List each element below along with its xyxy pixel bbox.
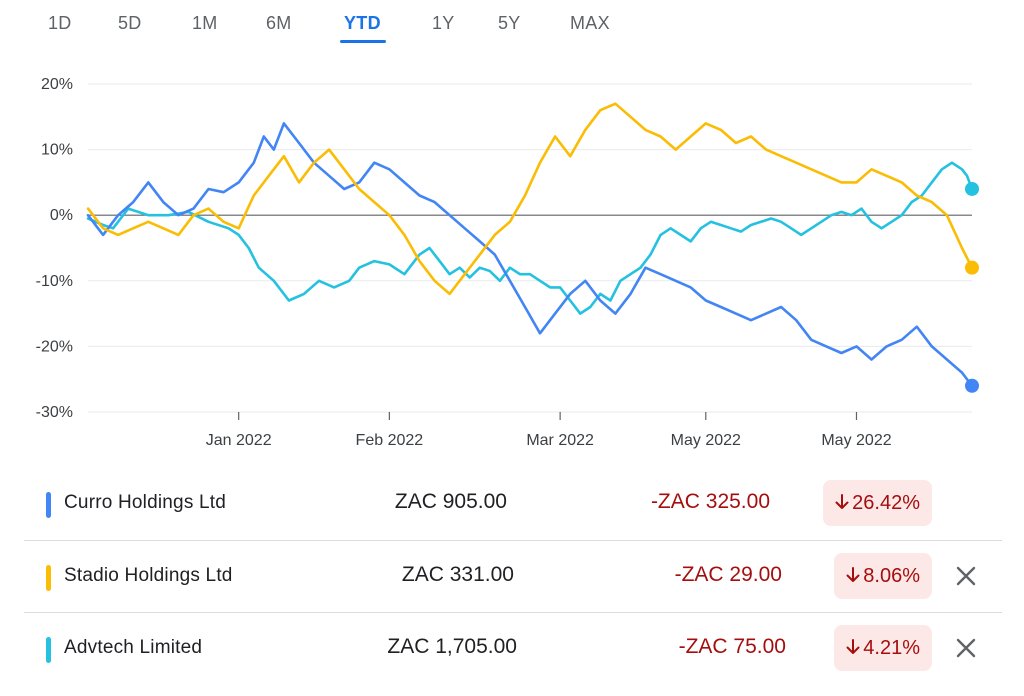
price-change: -ZAC 29.00 <box>674 563 782 586</box>
series-line-advtech <box>86 161 974 315</box>
x-tick-label: May 2022 <box>821 432 891 449</box>
current-price: ZAC 905.00 <box>394 490 507 513</box>
comparison-chart: 20% 10% 0% -10% -20% -30% Jan 2022 Feb 2022 Mar … <box>36 76 979 449</box>
y-tick-label: -20% <box>36 338 73 355</box>
percent-change-value: 8.06% <box>863 565 920 587</box>
series-color-swatch <box>46 565 51 591</box>
y-tick-label: 20% <box>41 76 73 93</box>
active-tab-indicator <box>340 40 386 43</box>
x-tick-label: Jan 2022 <box>206 432 272 449</box>
percent-change-badge: 4.21% <box>834 625 932 671</box>
x-tick-label: Mar 2022 <box>526 432 594 449</box>
current-price: ZAC 1,705.00 <box>387 635 517 658</box>
company-name[interactable]: Curro Holdings Ltd <box>64 492 227 513</box>
close-icon[interactable] <box>953 563 979 589</box>
tab-6m[interactable]: 6M <box>266 13 292 33</box>
tab-1m[interactable]: 1M <box>192 13 218 33</box>
percent-change-badge: 8.06% <box>834 553 932 599</box>
tab-5y[interactable]: 5Y <box>498 13 521 33</box>
percent-change-value: 26.42% <box>852 492 920 514</box>
series-end-marker-curro <box>965 378 979 393</box>
quote-row-advtech[interactable]: Advtech Limited ZAC 1,705.00 -ZAC 75.00 4.2… <box>24 612 1002 683</box>
x-tick-label: May 2022 <box>671 432 741 449</box>
down-arrow-icon <box>846 639 860 654</box>
tab-5d[interactable]: 5D <box>118 13 142 33</box>
series-end-marker-advtech <box>965 181 979 196</box>
tab-ytd[interactable]: YTD <box>344 13 381 33</box>
price-change: -ZAC 325.00 <box>650 490 770 513</box>
percent-change-value: 4.21% <box>863 637 920 659</box>
down-arrow-icon <box>846 567 860 582</box>
y-tick-label: -30% <box>36 404 73 421</box>
series-color-swatch <box>46 492 51 518</box>
range-tabs: 1D 5D 1M 6M YTD 1Y 5Y MAX <box>0 0 1024 50</box>
tab-1y[interactable]: 1Y <box>432 13 455 33</box>
series-line-stadio <box>86 102 974 296</box>
tab-1d[interactable]: 1D <box>48 13 72 33</box>
tab-max[interactable]: MAX <box>570 13 610 33</box>
down-arrow-icon <box>835 494 849 509</box>
price-change: -ZAC 75.00 <box>678 635 786 658</box>
close-icon[interactable] <box>953 635 979 661</box>
series-color-swatch <box>46 637 51 663</box>
x-tick-label: Feb 2022 <box>356 432 424 449</box>
company-name[interactable]: Advtech Limited <box>64 637 203 658</box>
current-price: ZAC 331.00 <box>401 563 514 586</box>
percent-change-badge: 26.42% <box>823 480 932 526</box>
series-end-marker-stadio <box>965 260 979 275</box>
company-name[interactable]: Stadio Holdings Ltd <box>64 565 233 586</box>
y-tick-label: 10% <box>41 142 73 159</box>
y-tick-label: -10% <box>36 273 73 290</box>
quote-row-stadio[interactable]: Stadio Holdings Ltd ZAC 331.00 -ZAC 29.00 8… <box>24 540 1002 611</box>
series-line-curro <box>86 122 974 388</box>
y-tick-label: 0% <box>50 207 73 224</box>
quote-row-curro[interactable]: Curro Holdings Ltd ZAC 905.00 -ZAC 325.00 2… <box>24 468 1002 538</box>
